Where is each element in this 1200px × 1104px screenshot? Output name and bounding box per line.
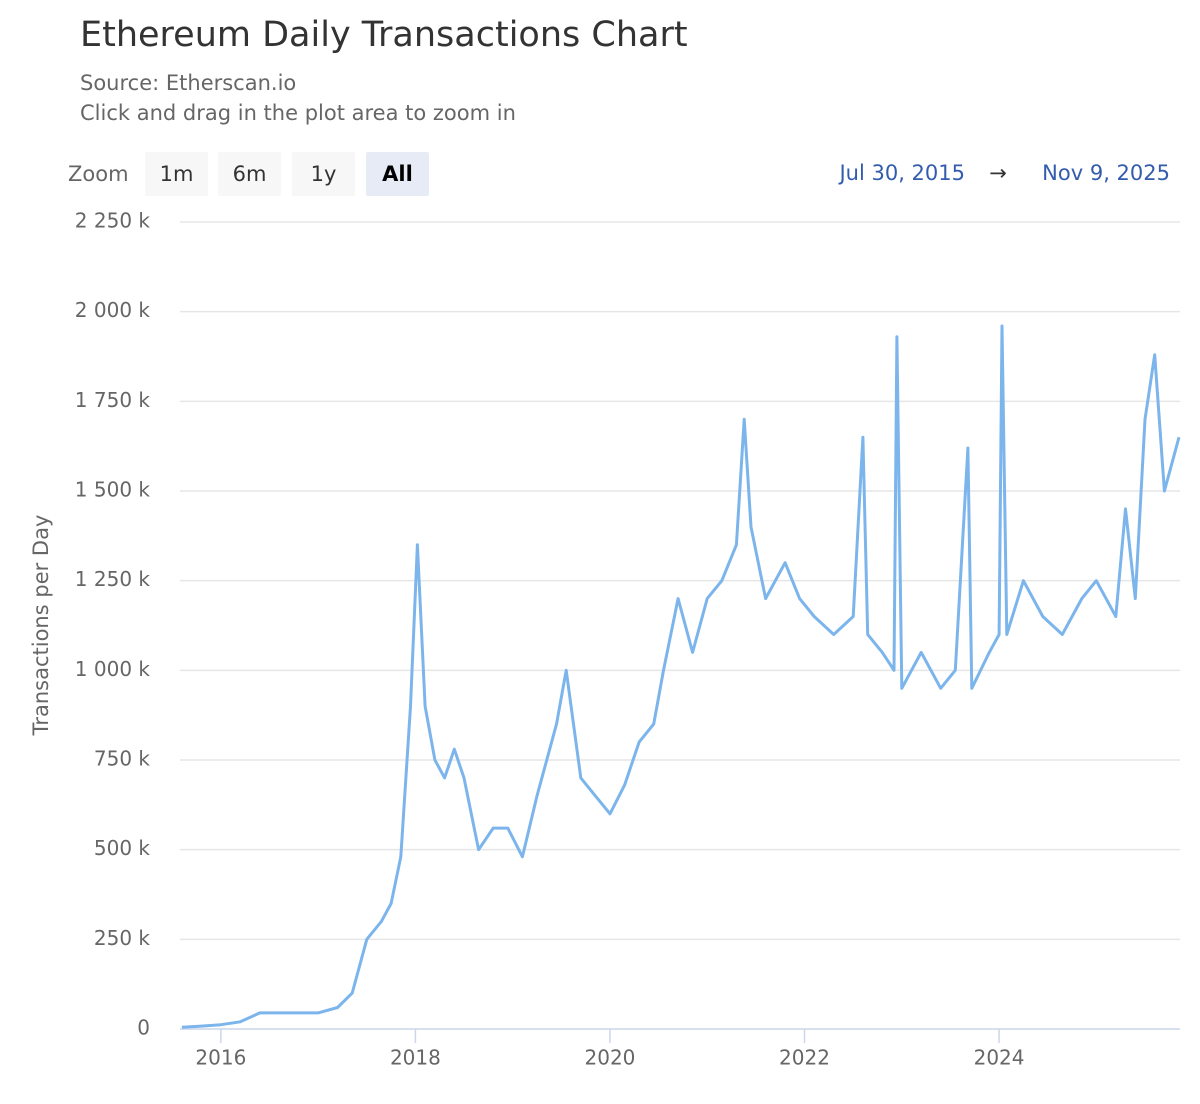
y-tick-label: 500 k <box>94 836 151 860</box>
range-from[interactable]: Jul 30, 2015 <box>837 161 965 185</box>
y-tick-label: 1 000 k <box>75 657 151 681</box>
y-tick-label: 2 250 k <box>75 209 151 233</box>
chart-title: Ethereum Daily Transactions Chart <box>80 15 688 55</box>
zoom-button[interactable] <box>218 152 281 196</box>
y-tick-label: 250 k <box>94 926 151 950</box>
zoom-button-label[interactable]: 1m <box>160 162 194 186</box>
range-separator: → <box>989 161 1007 185</box>
x-tick-label: 2024 <box>974 1046 1025 1070</box>
zoom-button-label[interactable]: All <box>382 162 413 186</box>
range-to[interactable]: Nov 9, 2025 <box>1042 161 1170 185</box>
zoom-button-label[interactable]: 6m <box>233 162 267 186</box>
zoom-button[interactable] <box>366 152 429 196</box>
zoom-label: Zoom <box>68 162 129 186</box>
x-tick-label: 2018 <box>390 1046 441 1070</box>
x-tick-label: 2016 <box>195 1046 246 1070</box>
y-tick-label: 1 250 k <box>75 567 151 591</box>
data-line <box>181 324 1181 1029</box>
x-tick-label: 2020 <box>585 1046 636 1070</box>
y-tick-label: 0 <box>137 1016 150 1040</box>
y-tick-label: 750 k <box>94 747 151 771</box>
y-tick-label: 2 000 k <box>75 298 151 322</box>
y-tick-label: 1 750 k <box>75 388 151 412</box>
zoom-button[interactable] <box>292 152 355 196</box>
zoom-button-label[interactable]: 1y <box>311 162 337 186</box>
chart-subtitle: Click and drag in the plot area to zoom … <box>80 101 516 125</box>
chart-source: Source: Etherscan.io <box>80 71 296 95</box>
x-tick-label: 2022 <box>779 1046 830 1070</box>
y-tick-label: 1 500 k <box>75 478 151 502</box>
zoom-button[interactable] <box>145 152 208 196</box>
y-axis-title: Transactions per Day <box>29 515 53 737</box>
